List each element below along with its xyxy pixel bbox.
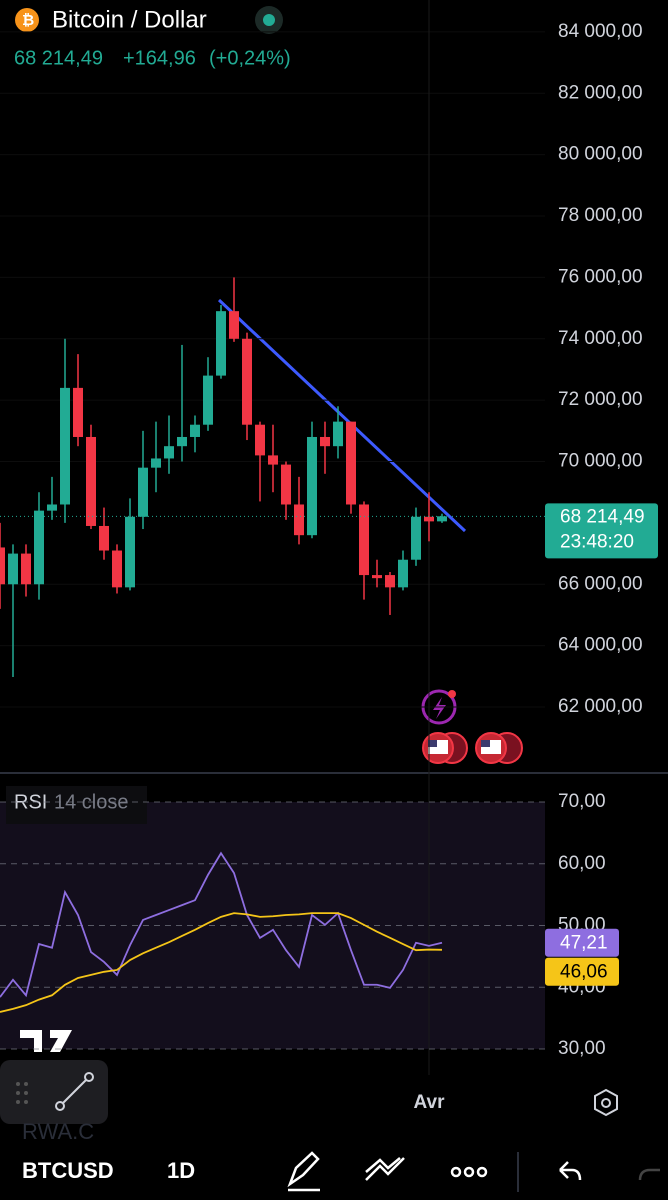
flag-events[interactable] [422, 732, 523, 764]
candle-body [437, 516, 447, 522]
lightning [433, 697, 446, 719]
candle-body [307, 436, 317, 536]
y-tick-label: 66 000,00 [558, 573, 643, 594]
candle-body [216, 311, 226, 376]
candle-body [138, 467, 148, 517]
header-change: +164,96 [123, 47, 196, 69]
value-box [545, 928, 619, 957]
more-button[interactable] [450, 1166, 488, 1178]
value-box [545, 957, 619, 986]
candle-body [229, 311, 239, 339]
candle-body [151, 458, 161, 468]
countdown-label: 23:48:20 [560, 531, 634, 552]
symbol-button[interactable]: BTCUSD [22, 1158, 114, 1183]
event-dot [448, 690, 456, 698]
rsi-name: RSI [14, 791, 47, 813]
trend-line[interactable] [217, 298, 467, 533]
candle-body [99, 525, 109, 551]
candle-body [8, 553, 18, 585]
interval-button[interactable]: 1D [167, 1158, 195, 1183]
candle-body [268, 455, 278, 465]
candle-body [294, 504, 304, 536]
y-tick-label: 60,00 [558, 853, 606, 874]
candle-body [164, 446, 174, 459]
y-tick-label: 80 000,00 [558, 144, 643, 165]
rsi-line [0, 912, 443, 1013]
y-tick-label: 84 000,00 [558, 21, 643, 42]
candle-body [320, 436, 330, 447]
y-tick-label: 30,00 [558, 1038, 606, 1059]
last-price-label: 68 214,49 [560, 506, 645, 527]
candle-body [398, 559, 408, 588]
drawing-toolbar[interactable] [0, 1060, 108, 1124]
candle-body [190, 424, 200, 437]
y-tick-label: 62 000,00 [558, 696, 643, 717]
y-tick-label: 76 000,00 [558, 266, 643, 287]
y-tick-label: 74 000,00 [558, 328, 643, 349]
value-box-label: 46,06 [560, 962, 608, 983]
candle-body [411, 516, 421, 560]
settings-dot [601, 1098, 611, 1108]
candle-body [281, 464, 291, 505]
header-price: 68 214,49 [14, 47, 103, 69]
candle-body [177, 436, 187, 447]
market-status-dot [263, 14, 275, 26]
y-tick-label: 82 000,00 [558, 82, 643, 103]
candle-body [203, 375, 213, 425]
y-tick-label: 70 000,00 [558, 451, 643, 472]
bitcoin-icon [15, 8, 39, 32]
candle-body [385, 575, 395, 588]
bitcoin-symbol: ₿ [22, 12, 34, 29]
candle-body [60, 387, 70, 505]
rsi-line [0, 851, 443, 998]
settings-button[interactable] [594, 1088, 618, 1117]
tv-logo [20, 1030, 72, 1052]
x-tick-label: Avr [414, 1092, 446, 1113]
candle-body [255, 424, 265, 456]
candle-body [34, 510, 44, 585]
candle-body [112, 550, 122, 588]
candle-body [21, 553, 31, 585]
candle-body [73, 387, 83, 437]
value-box-label: 47,21 [560, 933, 608, 954]
y-tick-label: 64 000,00 [558, 635, 643, 656]
candle-body [125, 516, 135, 588]
candle-body [372, 575, 382, 579]
candle-body [0, 547, 5, 585]
y-tick-label: 72 000,00 [558, 389, 643, 410]
watermark: RWA.C [22, 1119, 94, 1144]
draw-button[interactable] [287, 1151, 320, 1192]
indicator-legend[interactable] [6, 786, 147, 824]
candle-body [359, 504, 369, 576]
trendline-tool[interactable] [55, 1072, 94, 1111]
y-tick-label: 78 000,00 [558, 205, 643, 226]
candle-body [242, 338, 252, 425]
header-change-pct: (+0,24%) [209, 47, 291, 69]
candle-body [86, 436, 96, 526]
last-price-box [545, 503, 658, 559]
candle-body [346, 421, 356, 505]
symbol-title: Bitcoin / Dollar [52, 6, 207, 33]
undo-button[interactable] [559, 1161, 582, 1181]
candle-body [333, 421, 343, 447]
redo-button[interactable] [638, 1168, 660, 1181]
y-tick-label: 70,00 [558, 791, 606, 812]
candle-body [47, 504, 57, 511]
drag-handle[interactable] [16, 1082, 28, 1104]
candle-body [424, 516, 434, 522]
indicators-button[interactable] [365, 1157, 405, 1181]
